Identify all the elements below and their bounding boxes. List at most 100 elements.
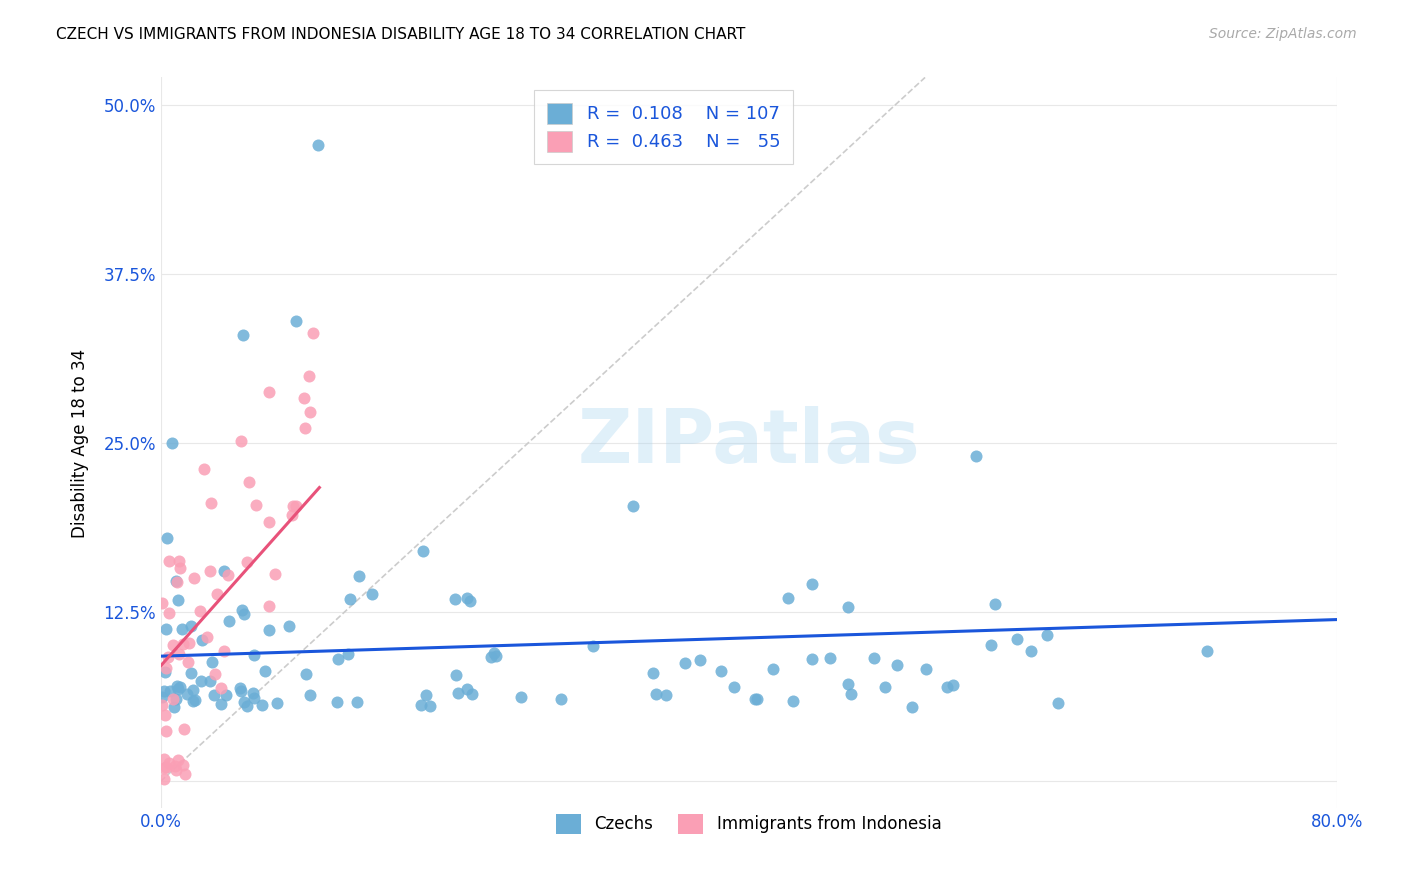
- Point: [875, 680, 897, 694]
- Point: [655, 688, 678, 702]
- Point: [257, 623, 280, 637]
- Point: [456, 591, 478, 605]
- Point: [837, 600, 859, 615]
- Point: [900, 699, 922, 714]
- Point: [245, 499, 267, 513]
- Point: [277, 619, 299, 633]
- Point: [298, 405, 321, 419]
- Point: [153, 761, 176, 775]
- Point: [266, 696, 288, 710]
- Point: [150, 698, 173, 712]
- Text: ZIPatlas: ZIPatlas: [578, 407, 920, 479]
- Point: [839, 687, 862, 701]
- Point: [204, 667, 226, 681]
- Point: [183, 693, 205, 707]
- Point: [167, 753, 190, 767]
- Point: [302, 326, 325, 340]
- Point: [181, 682, 204, 697]
- Point: [281, 500, 304, 514]
- Point: [242, 690, 264, 705]
- Point: [200, 496, 222, 510]
- Point: [801, 652, 824, 666]
- Point: [217, 567, 239, 582]
- Point: [231, 603, 253, 617]
- Point: [935, 680, 957, 694]
- Point: [209, 698, 232, 712]
- Legend: Czechs, Immigrants from Indonesia: Czechs, Immigrants from Indonesia: [546, 804, 952, 844]
- Point: [412, 544, 434, 558]
- Point: [482, 646, 505, 660]
- Point: [1047, 696, 1070, 710]
- Point: [157, 554, 180, 568]
- Point: [167, 648, 190, 662]
- Point: [209, 681, 232, 696]
- Point: [623, 499, 645, 513]
- Point: [336, 647, 359, 661]
- Text: CZECH VS IMMIGRANTS FROM INDONESIA DISABILITY AGE 18 TO 34 CORRELATION CHART: CZECH VS IMMIGRANTS FROM INDONESIA DISAB…: [56, 27, 745, 42]
- Point: [155, 661, 177, 675]
- Point: [326, 695, 349, 709]
- Point: [782, 694, 804, 708]
- Point: [202, 688, 225, 702]
- Point: [723, 681, 745, 695]
- Point: [411, 698, 433, 712]
- Point: [172, 757, 194, 772]
- Point: [169, 681, 191, 695]
- Point: [155, 531, 177, 545]
- Point: [214, 644, 236, 658]
- Point: [980, 638, 1002, 652]
- Point: [157, 606, 180, 620]
- Point: [155, 724, 177, 739]
- Point: [160, 436, 183, 450]
- Point: [444, 668, 467, 682]
- Point: [173, 723, 195, 737]
- Point: [745, 691, 768, 706]
- Point: [257, 515, 280, 529]
- Point: [162, 691, 184, 706]
- Point: [218, 615, 240, 629]
- Point: [485, 648, 508, 663]
- Point: [942, 678, 965, 692]
- Point: [1005, 632, 1028, 646]
- Point: [200, 673, 222, 688]
- Point: [180, 619, 202, 633]
- Point: [205, 587, 228, 601]
- Point: [153, 665, 176, 680]
- Point: [1195, 644, 1218, 658]
- Point: [818, 651, 841, 665]
- Point: [673, 656, 696, 670]
- Point: [152, 690, 174, 705]
- Point: [201, 656, 224, 670]
- Point: [238, 475, 260, 489]
- Point: [167, 554, 190, 568]
- Point: [242, 686, 264, 700]
- Point: [550, 691, 572, 706]
- Point: [285, 314, 308, 328]
- Point: [181, 694, 204, 708]
- Point: [165, 691, 187, 706]
- Point: [294, 420, 316, 434]
- Point: [1021, 644, 1043, 658]
- Point: [159, 756, 181, 771]
- Point: [231, 683, 253, 698]
- Point: [349, 569, 371, 583]
- Point: [710, 664, 733, 678]
- Point: [231, 434, 253, 448]
- Point: [172, 637, 194, 651]
- Point: [155, 708, 177, 723]
- Point: [170, 622, 193, 636]
- Point: [307, 138, 329, 153]
- Point: [762, 662, 785, 676]
- Point: [153, 772, 176, 786]
- Point: [582, 639, 605, 653]
- Point: [165, 574, 187, 588]
- Point: [886, 657, 908, 672]
- Point: [257, 599, 280, 613]
- Point: [415, 688, 437, 702]
- Point: [346, 695, 368, 709]
- Point: [915, 661, 938, 675]
- Point: [162, 638, 184, 652]
- Point: [339, 592, 361, 607]
- Point: [298, 369, 321, 384]
- Point: [242, 648, 264, 663]
